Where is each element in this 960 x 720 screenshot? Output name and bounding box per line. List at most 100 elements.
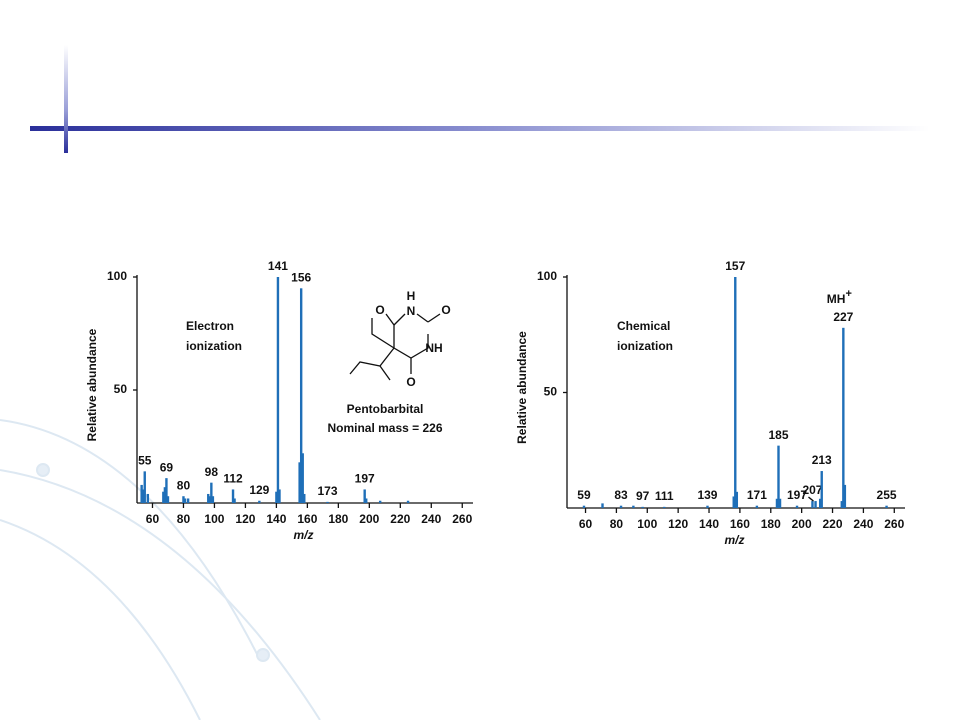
minor-peak [163, 487, 167, 503]
annotation: Electron [186, 319, 234, 333]
minor-peak [406, 500, 410, 503]
x-tick-label: 200 [359, 512, 379, 526]
atom-label: H [407, 289, 416, 303]
header-vline [64, 45, 68, 153]
minor-peak [207, 493, 210, 503]
peak [885, 505, 888, 508]
minor-peak [365, 498, 368, 503]
annotation: ionization [617, 339, 673, 353]
minor-peak [278, 489, 281, 503]
y-axis-label: Relative abundance [515, 331, 529, 444]
peak-label: 171 [747, 488, 767, 502]
minor-peak [186, 498, 190, 503]
peak-label: 97 [636, 489, 650, 503]
peak-label: 207 [802, 483, 822, 497]
annotation: ionization [186, 339, 242, 353]
minor-peak [140, 484, 143, 503]
peak-label: 55 [138, 454, 152, 468]
x-tick-label: 180 [328, 512, 348, 526]
x-tick-label: 260 [452, 512, 472, 526]
x-tick-label: 120 [235, 512, 255, 526]
atom-label: O [441, 303, 450, 317]
pentobarbital-structure [349, 313, 441, 381]
x-tick-label: 140 [699, 517, 719, 531]
peak [326, 501, 329, 503]
peak [619, 505, 623, 508]
minor-peak [298, 462, 301, 503]
y-tick-label: 100 [107, 269, 127, 283]
peak [363, 489, 366, 503]
minor-peak [601, 503, 604, 508]
annotation: Chemical [617, 319, 670, 333]
peak [582, 505, 586, 508]
peak-label: 213 [812, 453, 832, 467]
background-swoosh [0, 419, 321, 720]
minor-peak [208, 496, 211, 503]
peak-label: 157 [725, 259, 745, 273]
minor-peak [275, 491, 278, 503]
x-tick-label: 100 [637, 517, 657, 531]
peak [210, 482, 213, 503]
peak-label: 83 [614, 488, 628, 502]
peak [820, 471, 823, 508]
minor-peak [166, 496, 170, 503]
minor-peak [818, 498, 822, 508]
x-tick-label: 80 [177, 512, 191, 526]
peak [299, 288, 303, 503]
minor-peak [303, 493, 306, 503]
peak [165, 478, 168, 503]
mass-note: Nominal mass = 226 [327, 421, 442, 435]
y-tick-label: 50 [544, 385, 558, 399]
ion-charge: + [845, 288, 851, 300]
peak [276, 277, 280, 503]
x-tick-label: 240 [421, 512, 441, 526]
x-tick-label: 80 [610, 517, 624, 531]
atom-label: O [406, 375, 415, 389]
x-tick-label: 220 [823, 517, 843, 531]
minor-peak [378, 500, 382, 503]
peak [182, 496, 185, 503]
peak [663, 506, 666, 508]
peak [842, 327, 845, 508]
x-tick-label: 160 [297, 512, 317, 526]
minor-peak [183, 498, 187, 503]
peak-label: 69 [160, 460, 174, 474]
x-tick-label: 260 [884, 517, 904, 531]
x-axis-label: m/z [293, 528, 313, 542]
x-tick-label: 60 [579, 517, 593, 531]
minor-peak [301, 453, 304, 503]
minor-peak [141, 489, 145, 503]
peak-label: 59 [577, 488, 591, 502]
x-tick-label: 200 [792, 517, 812, 531]
minor-peak [211, 496, 215, 503]
compound-name: Pentobarbital [347, 402, 424, 416]
x-tick-label: 240 [853, 517, 873, 531]
peak-label: 197 [787, 488, 807, 502]
y-tick-label: 50 [114, 382, 128, 396]
minor-peak [735, 491, 739, 508]
peak-label: 255 [877, 488, 897, 502]
leader-line [808, 496, 814, 502]
x-tick-label: 180 [761, 517, 781, 531]
peak-label: 156 [291, 270, 311, 284]
peak [795, 505, 799, 508]
header-bar [30, 126, 930, 131]
x-tick-label: 100 [204, 512, 224, 526]
peak-label: 80 [177, 478, 191, 492]
peak [231, 489, 235, 503]
x-tick-label: 160 [730, 517, 750, 531]
atom-label: NH [425, 341, 442, 355]
peak-label: 197 [355, 472, 375, 486]
minor-peak [162, 491, 165, 503]
minor-peak [146, 493, 150, 503]
peak-label: 227 [833, 310, 853, 324]
x-tick-label: 140 [266, 512, 286, 526]
x-tick-label: 120 [668, 517, 688, 531]
atom-label: N [407, 304, 416, 318]
peak-label: 185 [768, 428, 788, 442]
minor-peak [843, 484, 847, 508]
peak-label: 112 [223, 472, 243, 486]
x-tick-label: 220 [390, 512, 410, 526]
peak-label: 141 [268, 259, 288, 273]
